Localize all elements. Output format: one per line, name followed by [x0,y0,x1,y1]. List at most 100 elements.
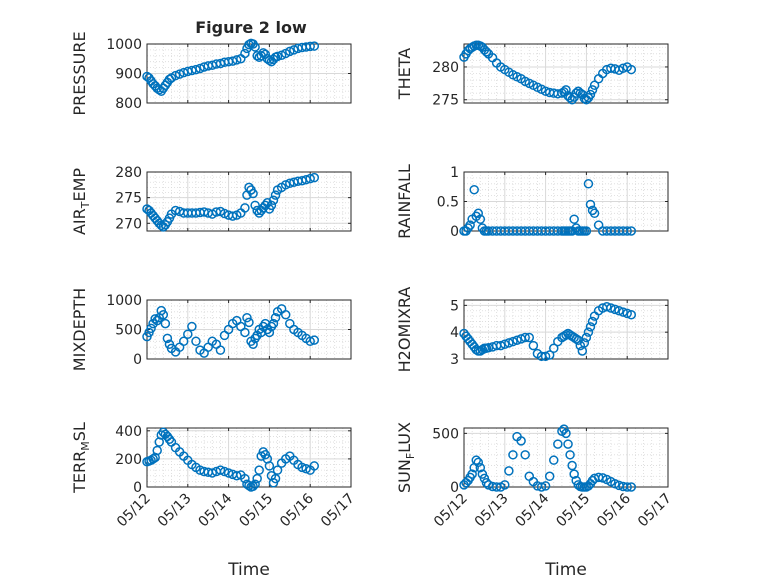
data-point [160,318,171,329]
y-axis-label: SUNFLUX [395,422,417,493]
y-tick-label: 4 [450,325,459,341]
y-tick-label: 280 [115,165,142,181]
data-point [579,338,590,348]
y-tick-label: 3 [450,352,459,368]
data-point [469,184,479,195]
data-point [280,310,291,320]
data-point [248,481,258,492]
data-point [622,308,632,319]
y-tick-label: 275 [115,191,142,207]
data-point [289,45,299,55]
data-point [232,471,242,481]
data-point [540,351,551,362]
data-point [587,316,598,327]
data-point [561,330,571,340]
data-point [309,335,320,345]
data-point [268,195,279,205]
data-point [270,312,281,323]
data-point [254,465,264,475]
data-point [520,450,530,460]
data-point [270,473,281,484]
data-point [215,345,226,355]
data-point [227,211,238,221]
data-point [240,203,250,213]
data-point [465,220,475,230]
y-tick-label: 0 [133,480,142,496]
data-point [553,89,563,99]
data-point [174,69,185,79]
data-point [473,457,484,468]
y-tick-label: 275 [432,93,459,109]
data-point [528,340,539,351]
data-point [297,462,307,473]
data-point [195,63,205,74]
data-point [571,334,581,344]
data-point [626,482,637,492]
data-point [622,226,632,236]
data-point [563,439,573,449]
data-point [148,454,158,464]
data-point [561,85,571,95]
data-point [264,461,275,471]
data-point [587,85,598,95]
data-point [154,84,164,95]
subplot-mixdepth: 0 500 1000 MIXDEPTH [70,288,352,371]
data-point [553,439,563,449]
y-tick-label: 5 [450,298,459,314]
data-point [475,214,486,224]
data-point [581,332,592,343]
data-point [191,336,201,347]
data-point [583,327,594,337]
data-point [309,461,320,471]
subplot-h2omixra: 3 4 5 H2OMIXRA [395,287,669,373]
data-point [589,80,600,91]
data-point [475,462,486,473]
x-axis-label: Time [544,560,587,580]
data-point [549,343,559,354]
y-tick-label: 1000 [106,293,142,309]
data-point [223,468,234,478]
data-point [280,180,291,190]
data-point [477,344,488,355]
data-point [626,310,637,320]
data-point [585,322,596,332]
figure-title: Figure 2 low [195,18,307,37]
y-tick-label: 270 [115,216,142,232]
axes-box [146,171,352,232]
y-tick-label: 0 [450,224,459,240]
subplot-theta: 275 280 THETA [395,40,669,109]
data-point [585,89,596,100]
y-tick-label: 500 [432,426,459,442]
data-point [272,51,283,62]
data-point [618,307,628,317]
data-point [536,482,547,492]
data-point [565,450,575,460]
data-point [589,208,600,219]
data-point [285,46,295,57]
data-point [309,172,320,183]
axes-box [463,427,669,488]
data-point [500,339,510,349]
data-point [512,335,522,345]
data-point [150,314,160,324]
data-point [500,480,510,490]
data-point [569,469,579,479]
data-point [610,304,620,315]
data-point [520,332,530,343]
data-point [614,305,624,316]
data-point [270,190,281,200]
data-point [219,466,230,477]
data-point [158,310,169,320]
data-point [170,70,181,81]
data-point [585,199,596,210]
data-point [152,445,162,456]
data-point [162,333,173,344]
data-point [309,41,320,51]
y-axis-label: H2OMIXRA [395,287,414,373]
data-point [508,336,518,347]
data-point [227,56,238,66]
data-point [504,338,514,348]
y-tick-label: 400 [115,424,142,440]
data-point [540,481,551,491]
